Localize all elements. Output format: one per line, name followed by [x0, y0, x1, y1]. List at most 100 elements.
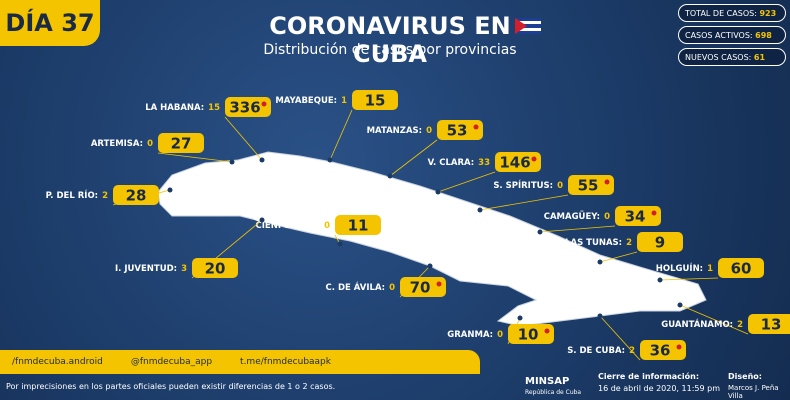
- province-name: HOLGUÍN:: [656, 262, 703, 274]
- province-dot: [477, 207, 483, 213]
- new-cases: 33: [478, 158, 490, 168]
- province-dot: [387, 173, 393, 179]
- province-name: C. DE ÁVILA:: [326, 281, 386, 293]
- total-cases: 13: [761, 316, 782, 334]
- total-cases: 10: [518, 326, 539, 344]
- total-box: [113, 185, 159, 205]
- province-name: MATANZAS:: [367, 126, 422, 136]
- province-dot: [327, 157, 333, 163]
- total-cases: 146: [499, 154, 530, 172]
- marker: [604, 179, 610, 185]
- new-cases: 2: [737, 320, 743, 330]
- total-cases: 55: [578, 177, 599, 195]
- province-name: GRANMA:: [447, 330, 493, 340]
- stat: NUEVOS CASOS: 61: [678, 48, 786, 66]
- total-cases: 9: [655, 234, 665, 252]
- leader-line: [437, 171, 496, 193]
- province-dot: [337, 241, 343, 247]
- province-name: CAMAGÜEY:: [544, 211, 600, 222]
- province-dot: [657, 277, 663, 283]
- total-box: [158, 133, 204, 153]
- province-dot: [167, 187, 173, 193]
- province-dot: [677, 302, 683, 308]
- closing-date: 16 de abril de 2020, 11:59 pm: [598, 384, 720, 393]
- flag-stripe: [515, 28, 541, 31]
- stat: CASOS ACTIVOS: 698: [678, 26, 786, 44]
- province-name: CIENFUEGOS:: [256, 221, 321, 231]
- province-label: S. SPÍRITUS: 0: [493, 179, 563, 191]
- social-handle: /fnmdecuba.android: [12, 357, 103, 367]
- total-box: [748, 314, 790, 334]
- stat-label: NUEVOS CASOS:: [685, 53, 752, 62]
- total-cases: 53: [447, 122, 468, 140]
- stat-value: 923: [759, 9, 777, 18]
- new-cases: 2: [626, 238, 632, 248]
- total-box: [637, 232, 683, 252]
- stat-value: 61: [753, 53, 766, 62]
- total-box: [437, 120, 483, 140]
- new-cases: 0: [324, 221, 330, 231]
- province-name: ARTEMISA:: [91, 139, 143, 149]
- leader-line: [329, 109, 353, 161]
- province-label: I. JUVENTUD: 3: [115, 264, 187, 274]
- marker: [261, 101, 267, 107]
- leader-line: [389, 139, 438, 177]
- total-cases: 11: [348, 217, 369, 235]
- total-cases: 36: [650, 342, 671, 360]
- total-box: [352, 90, 398, 110]
- stat-value: 698: [755, 31, 772, 40]
- new-cases: 1: [707, 264, 713, 274]
- closing-label: Cierre de información:: [598, 372, 700, 381]
- province-label: CIENFUEGOS: 0: [256, 221, 331, 231]
- province-label: V. CLARA: 33: [428, 158, 491, 168]
- new-cases: 15: [208, 103, 220, 113]
- marker: [473, 124, 479, 130]
- province-label: GUANTÁNAMO: 2: [661, 318, 743, 330]
- total-cases: 15: [365, 92, 386, 110]
- new-cases: 0: [557, 181, 563, 191]
- province-dot: [259, 217, 265, 223]
- province-dot: [229, 159, 235, 165]
- total-box: [192, 258, 238, 278]
- province-name: S. SPÍRITUS:: [493, 179, 553, 191]
- designer: Marcos J. Peña Villa: [728, 384, 779, 400]
- province-label: C. DE ÁVILA: 0: [326, 281, 396, 293]
- province-name: V. CLARA:: [428, 158, 475, 168]
- new-cases: 0: [389, 283, 395, 293]
- total-box: [495, 152, 541, 172]
- province-label: GRANMA: 0: [447, 330, 503, 340]
- stat: TOTAL DE CASOS: 923: [678, 4, 786, 22]
- subtitle: Distribución de casos por provincias: [263, 42, 517, 58]
- province-label: MATANZAS: 0: [367, 126, 432, 136]
- marker: [676, 344, 682, 350]
- flag-stripe: [515, 21, 541, 24]
- org: MINSAP: [525, 376, 570, 387]
- province-name: LA HABANA:: [145, 103, 204, 113]
- new-cases: 2: [629, 346, 635, 356]
- province-dot: [259, 157, 265, 163]
- new-cases: 0: [147, 139, 153, 149]
- leader-line: [599, 315, 641, 361]
- province-label: LA HABANA: 15: [145, 103, 220, 113]
- province-label: P. DEL RÍO: 2: [46, 189, 108, 201]
- leader-line: [599, 251, 638, 263]
- province-label: MAYABEQUE: 1: [275, 96, 347, 106]
- day-badge: DÍA 37: [0, 0, 100, 46]
- province-dot: [517, 315, 523, 321]
- isla-juventud: [251, 206, 275, 222]
- total-cases: 336: [229, 99, 260, 117]
- new-cases: 0: [497, 330, 503, 340]
- leader-line: [659, 277, 719, 281]
- marker: [544, 328, 550, 334]
- province-dot: [435, 189, 441, 195]
- new-cases: 3: [181, 264, 187, 274]
- province-label: ARTEMISA: 0: [91, 139, 153, 149]
- leader-line: [224, 116, 263, 161]
- total-box: [718, 258, 764, 278]
- total-cases: 20: [205, 260, 226, 278]
- total-box: [335, 215, 381, 235]
- province-name: I. JUVENTUD:: [115, 264, 177, 274]
